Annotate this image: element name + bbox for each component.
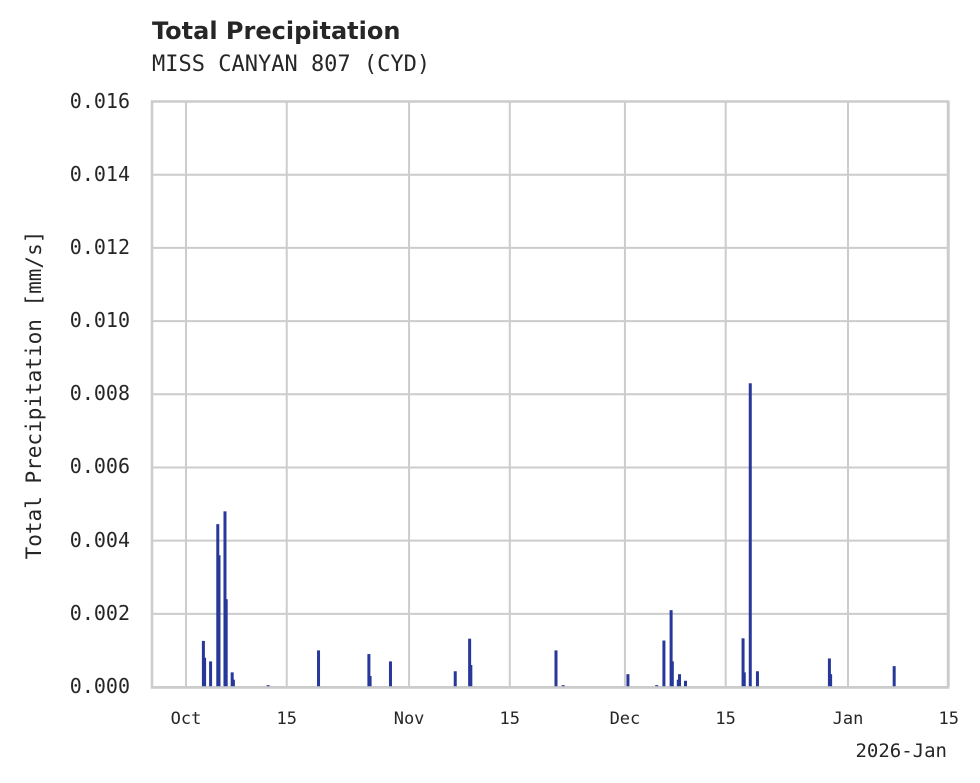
chart-subtitle: MISS CANYAN 807 (CYD) — [152, 52, 431, 77]
precip-bar — [469, 665, 473, 687]
x-tick-label: 15 — [276, 709, 297, 729]
precip-bar — [367, 654, 371, 687]
chart-title: Total Precipitation — [152, 17, 401, 45]
y-tick-label: 0.006 — [69, 454, 130, 479]
x-tick-label: Nov — [393, 709, 425, 729]
precip-bar — [742, 672, 746, 687]
y-tick-label: 0.004 — [69, 527, 130, 552]
x-axis-offset-label: 2026-Jan — [855, 740, 947, 762]
x-tick-label: 15 — [499, 709, 521, 729]
x-tick-label: Dec — [609, 709, 641, 729]
precip-bar — [827, 658, 831, 687]
precip-bar — [748, 383, 752, 687]
precip-bar — [203, 657, 207, 687]
x-tick-label: Oct — [170, 709, 202, 729]
precip-bar — [829, 674, 833, 687]
y-tick-label: 0.016 — [69, 88, 130, 113]
precip-bar — [662, 640, 666, 687]
precip-bar — [678, 674, 682, 687]
x-tick-label: Jan — [832, 709, 864, 729]
precip-bar — [209, 661, 213, 687]
precip-bar — [217, 555, 221, 687]
precip-bar — [468, 638, 472, 687]
precip-bar — [317, 650, 321, 687]
x-tick-label: 15 — [938, 709, 959, 729]
precip-bar — [554, 650, 558, 687]
precip-bar — [892, 666, 896, 687]
precip-bar — [388, 661, 392, 687]
y-tick-label: 0.010 — [69, 308, 130, 333]
precip-bar — [231, 679, 235, 687]
precip-bar — [741, 638, 745, 687]
y-tick-label: 0.002 — [69, 600, 130, 625]
plot-frame — [150, 100, 950, 689]
x-tick-label: 15 — [715, 709, 736, 729]
precip-bar — [684, 680, 687, 687]
precip-bar — [669, 610, 673, 687]
y-tick-label: 0.008 — [69, 381, 130, 406]
precip-bar — [755, 671, 759, 687]
precip-bar — [670, 661, 674, 687]
precip-bar — [626, 674, 630, 687]
precip-bar — [266, 685, 270, 687]
precip-bar — [453, 671, 457, 687]
y-tick-label: 0.014 — [69, 161, 130, 186]
y-tick-label: 0.000 — [69, 674, 130, 698]
precip-bar — [368, 676, 372, 687]
gridlines — [152, 100, 950, 688]
precipitation-bars — [201, 383, 896, 687]
y-tick-label: 0.012 — [69, 234, 130, 259]
precip-bar — [561, 685, 565, 687]
precip-bar — [655, 685, 659, 687]
precip-bar — [224, 599, 228, 687]
